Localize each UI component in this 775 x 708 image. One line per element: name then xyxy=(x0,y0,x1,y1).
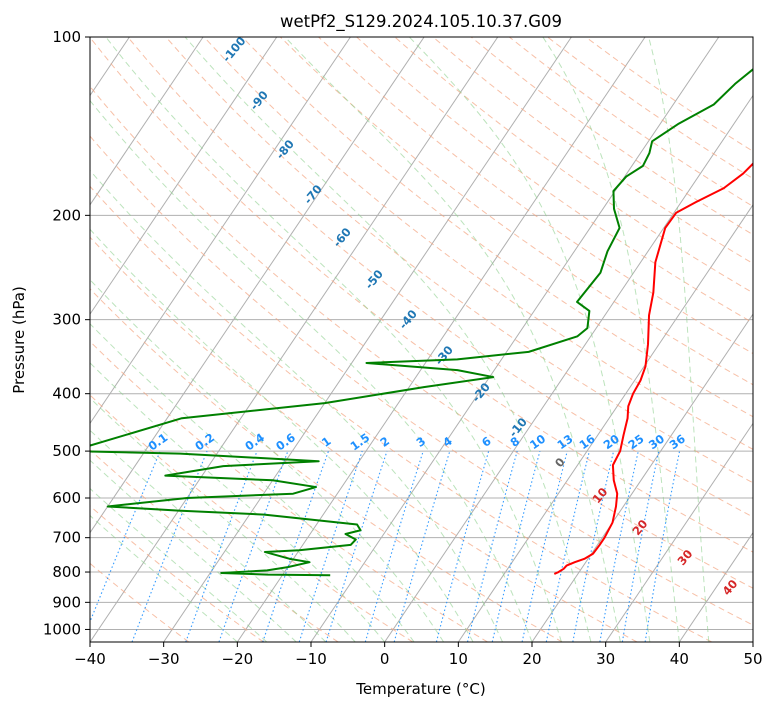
dry-adiabat xyxy=(90,135,753,626)
background-lines xyxy=(90,37,753,642)
mixing-ratio-line xyxy=(435,450,490,642)
dry-adiabat xyxy=(241,37,753,418)
x-tick-label: 40 xyxy=(670,650,689,668)
chart-title: wetPf2_S129.2024.105.10.37.G09 xyxy=(280,12,562,32)
plot-frame xyxy=(89,36,754,643)
x-tick-label: 0 xyxy=(380,650,390,668)
dry-adiabat xyxy=(90,236,638,642)
isotherm-gridline xyxy=(90,37,278,316)
x-tick-label: −10 xyxy=(295,650,327,668)
moist-adiabat xyxy=(184,37,592,642)
mixing-ratio-line xyxy=(262,450,329,642)
moist-adiabat xyxy=(105,37,562,642)
dry-adiabat xyxy=(318,37,753,355)
mixing-ratio-line xyxy=(521,450,568,642)
y-tick-label: 300 xyxy=(52,311,81,329)
dry-adiabat xyxy=(90,288,563,642)
x-tick-label: −30 xyxy=(148,650,180,668)
y-tick-label: 600 xyxy=(52,489,81,507)
dry-adiabat xyxy=(280,37,753,386)
moist-adiabat xyxy=(90,429,327,642)
mixing-ratio-line xyxy=(491,450,541,642)
moist-adiabat xyxy=(90,514,238,642)
x-tick-label: 20 xyxy=(522,650,541,668)
x-axis-label: Temperature (°C) xyxy=(355,680,485,698)
mixing-ratio-line xyxy=(364,450,424,642)
isotherm-gridline xyxy=(310,37,720,642)
dry-adiabat xyxy=(90,185,712,642)
y-tick-label: 1000 xyxy=(43,620,81,638)
x-axis: −40 −30 −20 −10 0 10 20 30 40 50 xyxy=(74,642,763,668)
y-tick-label: 900 xyxy=(52,593,81,611)
mixing-ratio-line xyxy=(393,450,451,642)
moist-adiabat xyxy=(408,37,651,642)
x-tick-label: −20 xyxy=(222,650,254,668)
temperature-profile xyxy=(553,162,753,575)
isotherm-gridline xyxy=(90,37,425,534)
moist-adiabat xyxy=(90,487,268,642)
moist-adiabat xyxy=(90,459,297,642)
x-tick-label: 10 xyxy=(449,650,468,668)
mixing-ratio-line xyxy=(545,450,590,642)
dry-adiabat xyxy=(90,340,488,642)
isotherm-gridline xyxy=(457,203,753,642)
x-tick-label: 30 xyxy=(596,650,615,668)
moist-adiabat xyxy=(90,362,386,642)
mixing-ratio-line xyxy=(185,450,258,642)
y-tick-label: 700 xyxy=(52,529,81,547)
moist-adiabat xyxy=(648,37,710,642)
moist-adiabat xyxy=(90,99,533,642)
dry-adiabat xyxy=(127,37,753,518)
y-axis-label: Pressure (hPa) xyxy=(10,286,28,394)
y-tick-label: 400 xyxy=(52,385,81,403)
y-axis: 100 200 300 400 500 600 700 800 900 1000 xyxy=(43,28,90,638)
dry-adiabat xyxy=(90,37,753,553)
x-tick-label: −40 xyxy=(74,650,106,668)
mixing-ratio-line xyxy=(466,450,518,642)
isotherm-gridline xyxy=(605,422,753,642)
isotherm-gridline xyxy=(236,37,646,642)
isotherm-gridline xyxy=(678,531,753,642)
x-tick-label: 50 xyxy=(743,650,762,668)
y-tick-label: 800 xyxy=(52,563,81,581)
moist-adiabat xyxy=(542,37,680,642)
moist-adiabat xyxy=(90,169,503,642)
isotherm-gridline xyxy=(90,37,351,425)
mixing-ratio-line xyxy=(298,450,363,642)
isotherm-gridline xyxy=(90,37,499,642)
y-tick-label: 100 xyxy=(52,28,81,46)
series-layer xyxy=(90,68,753,577)
mixing-ratio-line xyxy=(131,450,208,642)
isotherm-gridline xyxy=(90,37,204,206)
isotherm-gridline xyxy=(384,94,753,642)
moist-adiabat xyxy=(284,37,621,642)
y-tick-label: 200 xyxy=(52,206,81,224)
y-tick-label: 500 xyxy=(52,442,81,460)
dewpoint-profile xyxy=(90,68,753,577)
mixing-ratio-line xyxy=(90,450,161,624)
mixing-ratio-line xyxy=(325,450,388,642)
dry-adiabat xyxy=(90,505,264,642)
moist-adiabat xyxy=(90,323,415,642)
dry-adiabat xyxy=(90,85,753,589)
isotherm-gridline xyxy=(531,313,753,642)
isotherm-gridline xyxy=(163,37,572,642)
moist-adiabat xyxy=(90,228,474,642)
